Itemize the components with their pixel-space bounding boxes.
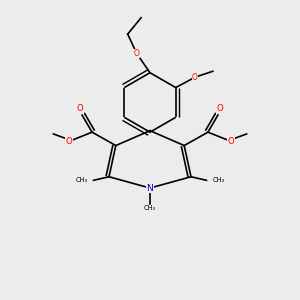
Text: O: O xyxy=(192,73,198,82)
Text: N: N xyxy=(147,184,153,193)
Text: O: O xyxy=(65,136,72,146)
Text: CH₃: CH₃ xyxy=(212,177,224,183)
Text: O: O xyxy=(134,49,140,58)
Text: O: O xyxy=(228,136,235,146)
Text: O: O xyxy=(77,104,83,113)
Text: CH₃: CH₃ xyxy=(76,177,88,183)
Text: CH₃: CH₃ xyxy=(144,205,156,211)
Text: O: O xyxy=(217,104,223,113)
